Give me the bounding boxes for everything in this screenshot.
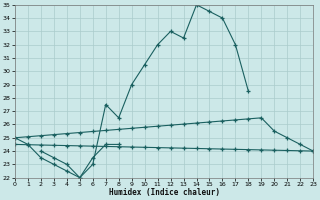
X-axis label: Humidex (Indice chaleur): Humidex (Indice chaleur) [108, 188, 220, 197]
